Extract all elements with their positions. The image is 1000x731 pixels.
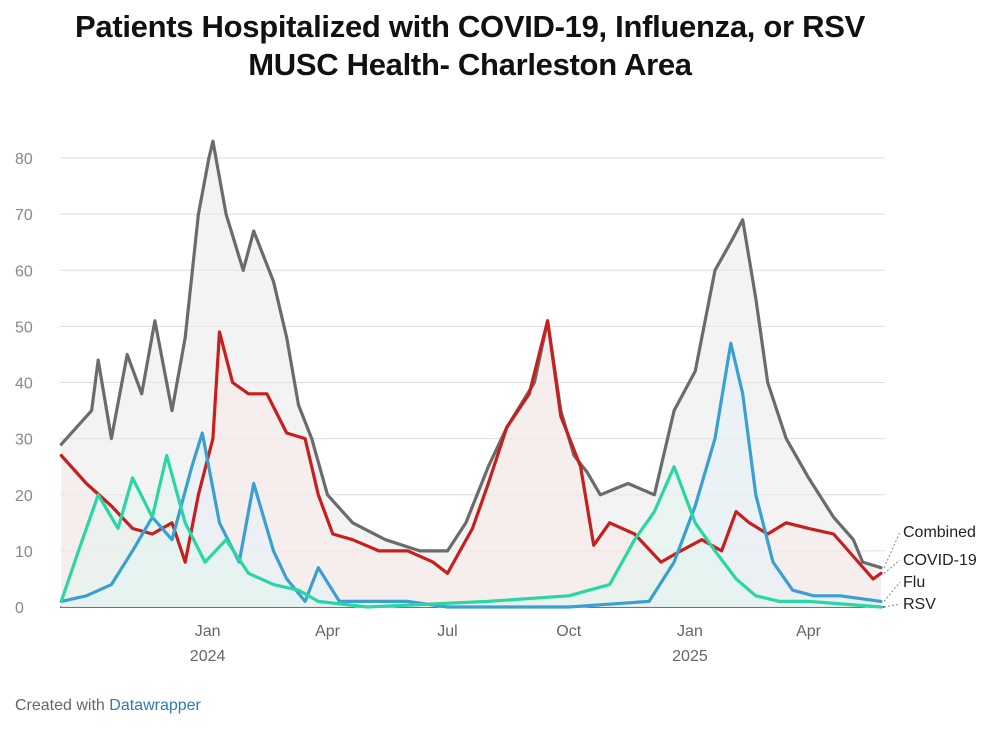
- series-label: RSV: [903, 596, 936, 613]
- chart-subtitle: MUSC Health- Charleston Area: [248, 47, 692, 82]
- x-tick-label: Jan: [195, 623, 221, 640]
- series-line-combined: [59, 139, 883, 570]
- series-label: Combined: [903, 524, 976, 541]
- chart-title: Patients Hospitalized with COVID-19, Inf…: [75, 9, 865, 44]
- y-tick-label: 0: [15, 600, 24, 617]
- series-line-rsv: [59, 453, 883, 609]
- x-axis: Jan 2024 Apr Jul Oct Jan 2025 Apr: [190, 623, 822, 665]
- footer-prefix: Created with: [15, 697, 105, 714]
- series-line-covid-19: [59, 319, 883, 581]
- y-axis: 0 10 20 30 40 50 60 70 80: [15, 151, 33, 617]
- y-tick-label: 80: [15, 151, 33, 168]
- y-tick-label: 20: [15, 488, 33, 505]
- label-connector: [883, 531, 901, 568]
- line-chart: 0 10 20 30 40 50 60 70 80 Jan 2024 Apr Jul Oct Jan 202…: [15, 139, 977, 665]
- series-label: Flu: [903, 574, 925, 591]
- series-label: COVID-19: [903, 552, 977, 569]
- x-tick-label: Jan: [677, 623, 703, 640]
- y-tick-label: 10: [15, 544, 33, 561]
- area-rsv: [61, 455, 882, 607]
- x-tick-year: 2025: [672, 648, 708, 665]
- y-tick-label: 50: [15, 319, 33, 336]
- x-tick-label: Apr: [796, 623, 822, 640]
- x-tick-label: Jul: [437, 623, 457, 640]
- datawrapper-link[interactable]: Datawrapper: [109, 697, 201, 714]
- label-connector: [883, 559, 901, 574]
- label-connector: [883, 603, 901, 608]
- area-flu: [61, 343, 882, 607]
- x-tick-label: Oct: [556, 623, 581, 640]
- x-tick-label: Apr: [315, 623, 341, 640]
- series-line-flu: [59, 341, 883, 609]
- series-lines: [59, 139, 883, 609]
- x-tick-year: 2024: [190, 648, 226, 665]
- y-tick-label: 40: [15, 376, 33, 393]
- y-tick-label: 30: [15, 432, 33, 449]
- chart-title-block: Patients Hospitalized with COVID-19, Inf…: [0, 8, 940, 84]
- y-tick-label: 60: [15, 263, 33, 280]
- series-areas: [61, 141, 882, 607]
- y-tick-label: 70: [15, 207, 33, 224]
- label-connector: [883, 581, 901, 602]
- legend-labels: Combined COVID-19 Flu RSV: [883, 524, 977, 613]
- footer: Created with Datawrapper: [15, 697, 201, 715]
